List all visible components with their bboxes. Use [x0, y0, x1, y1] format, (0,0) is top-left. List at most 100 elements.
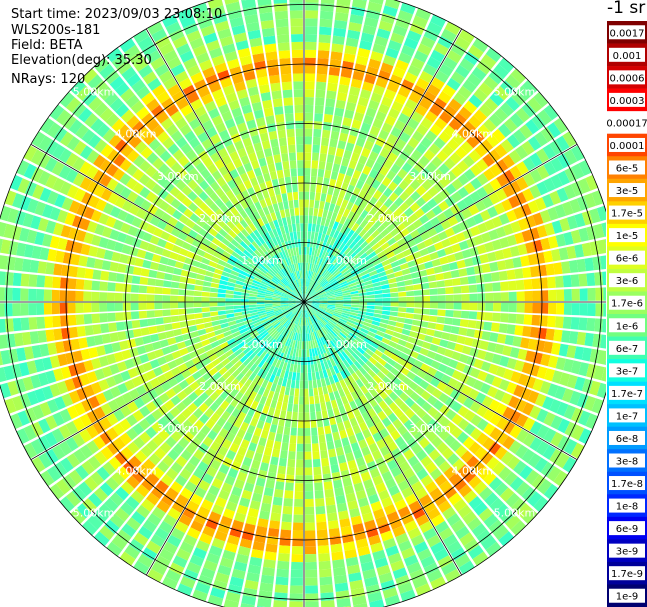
- range-gate: [138, 294, 147, 302]
- range-gate: [332, 356, 340, 366]
- range-gate: [229, 425, 240, 436]
- ppi-scan-plot: 1.00km2.00km3.00km4.00km5.00km1.00km2.00…: [0, 0, 606, 607]
- range-gate: [175, 413, 187, 425]
- range-gate: [287, 284, 294, 291]
- range-gate: [431, 436, 443, 448]
- range-gate: [252, 220, 261, 230]
- range-gate: [316, 248, 321, 257]
- range-gate: [49, 206, 61, 221]
- range-gate: [408, 213, 419, 223]
- range-gate: [83, 302, 92, 313]
- range-gate: [290, 18, 303, 27]
- range-gate: [275, 287, 283, 293]
- range-gate: [305, 0, 319, 3]
- range-gate: [98, 237, 109, 249]
- range-gate: [272, 305, 281, 309]
- range-gate: [380, 366, 390, 376]
- range-gate: [17, 178, 30, 194]
- range-gate: [358, 228, 367, 238]
- range-gate: [310, 280, 315, 288]
- range-gate: [397, 257, 407, 265]
- range-gate: [116, 60, 132, 75]
- range-gate: [381, 176, 392, 187]
- range-gate: [480, 382, 491, 395]
- range-gate: [311, 427, 318, 436]
- range-gate: [388, 282, 398, 289]
- range-gate: [445, 302, 454, 310]
- range-gate: [156, 91, 171, 104]
- range-gate: [279, 410, 287, 419]
- range-gate: [342, 477, 353, 487]
- range-gate: [113, 241, 124, 253]
- range-gate: [304, 144, 312, 153]
- range-gate: [507, 313, 517, 324]
- range-gate: [231, 251, 240, 259]
- range-gate: [426, 244, 437, 254]
- range-gate: [584, 193, 596, 209]
- range-gate: [374, 262, 384, 270]
- range-gate: [141, 92, 155, 106]
- range-gate: [492, 461, 506, 476]
- range-gate: [195, 376, 206, 386]
- range-gate: [93, 258, 104, 270]
- range-gate: [332, 374, 339, 383]
- range-gate: [100, 188, 113, 201]
- range-gate: [429, 468, 443, 481]
- range-gate: [480, 209, 491, 222]
- range-gate: [406, 371, 417, 381]
- range-gate: [242, 313, 251, 319]
- range-gate: [483, 321, 493, 331]
- range-gate: [521, 229, 533, 242]
- range-gate: [111, 251, 121, 262]
- range-gate: [448, 98, 462, 112]
- range-gate: [257, 359, 266, 368]
- range-gate: [320, 217, 327, 226]
- range-gate: [367, 302, 375, 306]
- range-gate: [310, 356, 314, 365]
- range-gate: [311, 247, 316, 256]
- range-gate: [271, 340, 279, 349]
- range-gate: [471, 129, 485, 143]
- range-gate: [284, 320, 290, 328]
- range-gate: [302, 309, 304, 318]
- range-gate: [249, 363, 258, 372]
- range-gate: [581, 347, 592, 362]
- range-gate: [269, 171, 278, 180]
- range-gate: [249, 341, 257, 350]
- range-gate: [267, 431, 276, 441]
- range-gate: [420, 203, 432, 214]
- range-gate: [516, 429, 529, 443]
- range-gate: [484, 219, 496, 231]
- range-gate: [334, 292, 343, 296]
- range-gate: [142, 71, 158, 85]
- range-gate: [311, 303, 320, 306]
- range-gate: [180, 269, 190, 277]
- range-gate: [345, 427, 355, 437]
- range-gate: [515, 444, 529, 459]
- range-gate: [398, 179, 409, 191]
- range-gate: [276, 286, 284, 292]
- range-gate: [265, 381, 273, 391]
- range-gate: [51, 303, 60, 315]
- range-gate: [206, 331, 216, 339]
- range-gate: [473, 88, 488, 103]
- range-gate: [147, 77, 162, 91]
- range-gate: [382, 587, 398, 599]
- range-gate: [45, 329, 55, 342]
- range-gate: [485, 47, 502, 63]
- range-gate: [274, 254, 281, 263]
- range-gate: [215, 496, 227, 508]
- range-gate: [594, 318, 604, 333]
- range-gate: [479, 253, 489, 264]
- range-gate: [584, 395, 596, 411]
- range-gate: [291, 306, 298, 312]
- range-gate: [257, 236, 266, 245]
- range-gate: [309, 289, 315, 297]
- range-gate: [509, 476, 524, 492]
- range-gate: [117, 331, 127, 341]
- range-gate: [318, 42, 331, 51]
- range-gate: [339, 280, 348, 286]
- range-gate: [0, 255, 8, 270]
- range-gate: [261, 566, 275, 577]
- range-gate: [83, 232, 94, 244]
